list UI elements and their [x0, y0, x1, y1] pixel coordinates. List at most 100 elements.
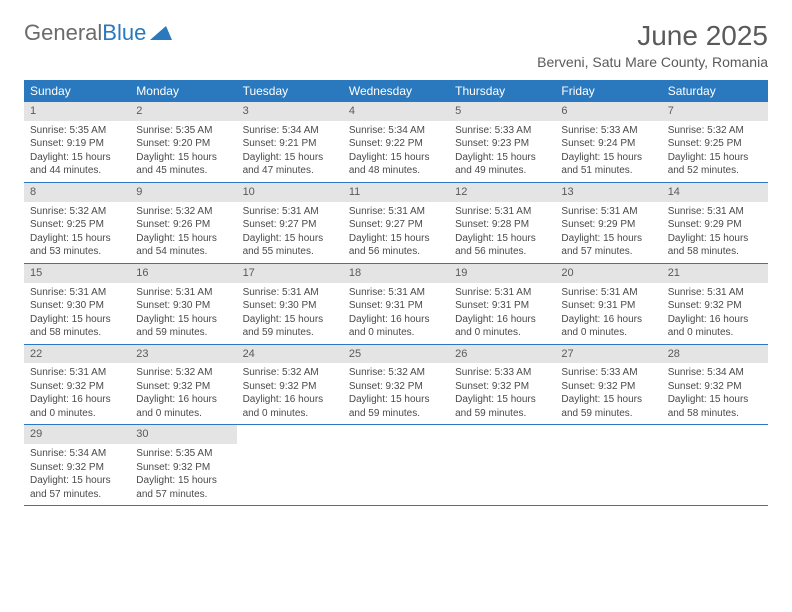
daylight-text: Daylight: 15 hours and 56 minutes.	[455, 232, 549, 259]
day-cell: 17Sunrise: 5:31 AMSunset: 9:30 PMDayligh…	[237, 264, 343, 344]
weekday-header: Wednesday	[343, 80, 449, 102]
day-number: 24	[237, 345, 343, 364]
daylight-text: Daylight: 16 hours and 0 minutes.	[455, 313, 549, 340]
sunrise-text: Sunrise: 5:34 AM	[30, 447, 124, 461]
day-cell: 19Sunrise: 5:31 AMSunset: 9:31 PMDayligh…	[449, 264, 555, 344]
header: GeneralBlue June 2025 Berveni, Satu Mare…	[24, 20, 768, 70]
daylight-text: Daylight: 15 hours and 58 minutes.	[30, 313, 124, 340]
week-row: 8Sunrise: 5:32 AMSunset: 9:25 PMDaylight…	[24, 183, 768, 264]
sunrise-text: Sunrise: 5:33 AM	[561, 366, 655, 380]
day-content: Sunrise: 5:35 AMSunset: 9:19 PMDaylight:…	[24, 121, 130, 182]
logo-triangle-icon	[150, 20, 172, 46]
daylight-text: Daylight: 16 hours and 0 minutes.	[561, 313, 655, 340]
day-cell: 20Sunrise: 5:31 AMSunset: 9:31 PMDayligh…	[555, 264, 661, 344]
weeks-container: 1Sunrise: 5:35 AMSunset: 9:19 PMDaylight…	[24, 102, 768, 506]
daylight-text: Daylight: 15 hours and 59 minutes.	[561, 393, 655, 420]
weekday-row: SundayMondayTuesdayWednesdayThursdayFrid…	[24, 80, 768, 102]
day-cell: 12Sunrise: 5:31 AMSunset: 9:28 PMDayligh…	[449, 183, 555, 263]
day-number: 15	[24, 264, 130, 283]
daylight-text: Daylight: 15 hours and 58 minutes.	[668, 393, 762, 420]
daylight-text: Daylight: 15 hours and 49 minutes.	[455, 151, 549, 178]
daylight-text: Daylight: 16 hours and 0 minutes.	[136, 393, 230, 420]
daylight-text: Daylight: 16 hours and 0 minutes.	[30, 393, 124, 420]
day-cell: 15Sunrise: 5:31 AMSunset: 9:30 PMDayligh…	[24, 264, 130, 344]
daylight-text: Daylight: 15 hours and 58 minutes.	[668, 232, 762, 259]
weekday-header: Saturday	[662, 80, 768, 102]
sunrise-text: Sunrise: 5:35 AM	[30, 124, 124, 138]
daylight-text: Daylight: 15 hours and 44 minutes.	[30, 151, 124, 178]
day-number: 29	[24, 425, 130, 444]
sunrise-text: Sunrise: 5:33 AM	[455, 124, 549, 138]
sunset-text: Sunset: 9:30 PM	[30, 299, 124, 313]
sunset-text: Sunset: 9:31 PM	[561, 299, 655, 313]
daylight-text: Daylight: 16 hours and 0 minutes.	[243, 393, 337, 420]
day-number: 13	[555, 183, 661, 202]
day-number: 9	[130, 183, 236, 202]
day-cell: 3Sunrise: 5:34 AMSunset: 9:21 PMDaylight…	[237, 102, 343, 182]
sunrise-text: Sunrise: 5:31 AM	[668, 286, 762, 300]
weekday-header: Sunday	[24, 80, 130, 102]
day-number: 16	[130, 264, 236, 283]
day-content: Sunrise: 5:34 AMSunset: 9:21 PMDaylight:…	[237, 121, 343, 182]
sunset-text: Sunset: 9:24 PM	[561, 137, 655, 151]
day-content: Sunrise: 5:32 AMSunset: 9:32 PMDaylight:…	[237, 363, 343, 424]
day-cell: 9Sunrise: 5:32 AMSunset: 9:26 PMDaylight…	[130, 183, 236, 263]
day-content: Sunrise: 5:31 AMSunset: 9:30 PMDaylight:…	[130, 283, 236, 344]
day-content: Sunrise: 5:33 AMSunset: 9:24 PMDaylight:…	[555, 121, 661, 182]
day-content: Sunrise: 5:33 AMSunset: 9:23 PMDaylight:…	[449, 121, 555, 182]
daylight-text: Daylight: 15 hours and 59 minutes.	[136, 313, 230, 340]
day-content: Sunrise: 5:31 AMSunset: 9:31 PMDaylight:…	[343, 283, 449, 344]
daylight-text: Daylight: 15 hours and 56 minutes.	[349, 232, 443, 259]
sunrise-text: Sunrise: 5:31 AM	[668, 205, 762, 219]
week-row: 15Sunrise: 5:31 AMSunset: 9:30 PMDayligh…	[24, 264, 768, 345]
daylight-text: Daylight: 15 hours and 45 minutes.	[136, 151, 230, 178]
daylight-text: Daylight: 15 hours and 48 minutes.	[349, 151, 443, 178]
sunrise-text: Sunrise: 5:32 AM	[136, 205, 230, 219]
day-content: Sunrise: 5:31 AMSunset: 9:29 PMDaylight:…	[662, 202, 768, 263]
day-number: 7	[662, 102, 768, 121]
day-number: 17	[237, 264, 343, 283]
sunrise-text: Sunrise: 5:31 AM	[455, 286, 549, 300]
sunrise-text: Sunrise: 5:31 AM	[30, 366, 124, 380]
sunset-text: Sunset: 9:21 PM	[243, 137, 337, 151]
day-content: Sunrise: 5:32 AMSunset: 9:26 PMDaylight:…	[130, 202, 236, 263]
day-content: Sunrise: 5:31 AMSunset: 9:32 PMDaylight:…	[24, 363, 130, 424]
daylight-text: Daylight: 15 hours and 55 minutes.	[243, 232, 337, 259]
day-cell: 30Sunrise: 5:35 AMSunset: 9:32 PMDayligh…	[130, 425, 236, 505]
sunrise-text: Sunrise: 5:31 AM	[455, 205, 549, 219]
week-row: 29 Sunrise: 5:34 AM Sunset: 9:32 PM Dayligh…	[24, 425, 768, 506]
sunrise-text: Sunrise: 5:34 AM	[668, 366, 762, 380]
sunset-text: Sunset: 9:23 PM	[455, 137, 549, 151]
sunrise-text: Sunrise: 5:35 AM	[136, 447, 230, 461]
sunset-text: Sunset: 9:29 PM	[668, 218, 762, 232]
day-number: 4	[343, 102, 449, 121]
day-number: 6	[555, 102, 661, 121]
day-cell: 23Sunrise: 5:32 AMSunset: 9:32 PMDayligh…	[130, 345, 236, 425]
day-cell	[449, 425, 555, 505]
day-content: Sunrise: 5:32 AMSunset: 9:32 PMDaylight:…	[343, 363, 449, 424]
sunset-text: Sunset: 9:32 PM	[668, 380, 762, 394]
day-number: 25	[343, 345, 449, 364]
sunset-text: Sunset: 9:32 PM	[136, 461, 230, 475]
day-content: Sunrise: 5:32 AMSunset: 9:25 PMDaylight:…	[662, 121, 768, 182]
day-cell	[343, 425, 449, 505]
day-cell: 28Sunrise: 5:34 AMSunset: 9:32 PMDayligh…	[662, 345, 768, 425]
sunset-text: Sunset: 9:26 PM	[136, 218, 230, 232]
day-content: Sunrise: 5:31 AMSunset: 9:27 PMDaylight:…	[343, 202, 449, 263]
day-content: Sunrise: 5:31 AMSunset: 9:31 PMDaylight:…	[449, 283, 555, 344]
daylight-text: Daylight: 15 hours and 53 minutes.	[30, 232, 124, 259]
day-cell: 5Sunrise: 5:33 AMSunset: 9:23 PMDaylight…	[449, 102, 555, 182]
day-cell	[237, 425, 343, 505]
day-cell: 26Sunrise: 5:33 AMSunset: 9:32 PMDayligh…	[449, 345, 555, 425]
sunset-text: Sunset: 9:30 PM	[243, 299, 337, 313]
day-number: 12	[449, 183, 555, 202]
calendar: SundayMondayTuesdayWednesdayThursdayFrid…	[24, 80, 768, 506]
logo-text-2: Blue	[102, 20, 146, 46]
daylight-text: Daylight: 15 hours and 57 minutes.	[30, 474, 124, 501]
day-number: 10	[237, 183, 343, 202]
day-number: 20	[555, 264, 661, 283]
day-content: Sunrise: 5:31 AMSunset: 9:30 PMDaylight:…	[24, 283, 130, 344]
sunrise-text: Sunrise: 5:31 AM	[243, 205, 337, 219]
logo: GeneralBlue	[24, 20, 172, 46]
sunset-text: Sunset: 9:32 PM	[349, 380, 443, 394]
